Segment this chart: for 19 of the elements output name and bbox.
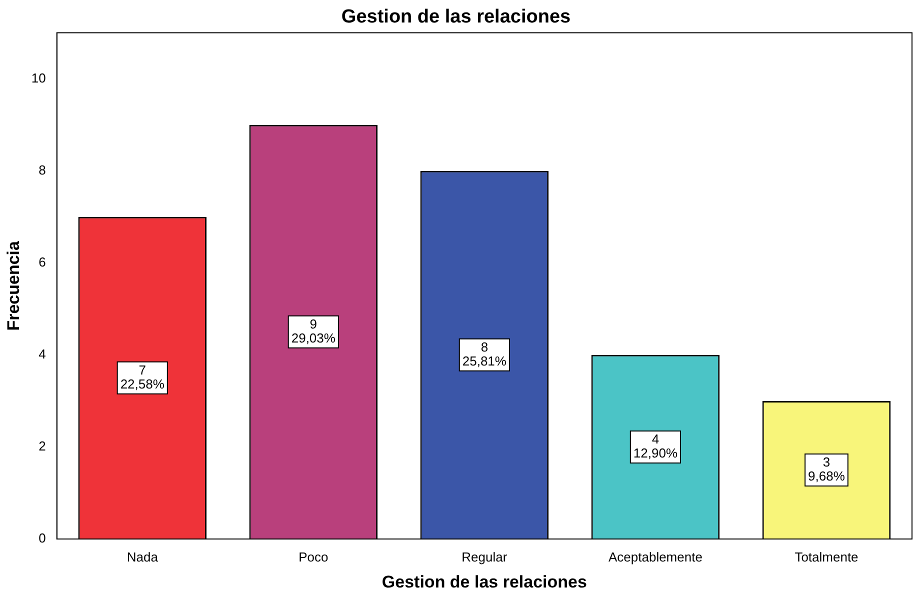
y-tick-label: 4 [38,346,46,362]
x-axis-title: Gestion de las relaciones [382,572,587,592]
data-label: 3 9,68% [808,454,846,484]
y-tick-label: 6 [38,254,46,270]
x-tick-label: Poco [298,549,328,564]
x-tick-label: Nada [126,549,159,564]
y-tick-label: 2 [38,438,46,454]
y-tick-label: 10 [31,70,46,86]
chart-title: Gestion de las relaciones [341,6,571,28]
x-tick-label: Aceptablemente [608,549,702,564]
data-label: 8 25,81% [462,340,507,369]
x-tick-label: Regular [462,549,508,564]
y-tick-label: 0 [38,530,46,546]
x-tick-label: Totalmente [794,549,858,564]
y-tick-label: 8 [38,162,46,178]
data-label: 9 29,03% [291,316,336,346]
data-label: 4 12,90% [633,432,678,461]
data-label: 7 22,58% [120,362,165,392]
y-axis-title: Frecuencia [4,240,23,331]
